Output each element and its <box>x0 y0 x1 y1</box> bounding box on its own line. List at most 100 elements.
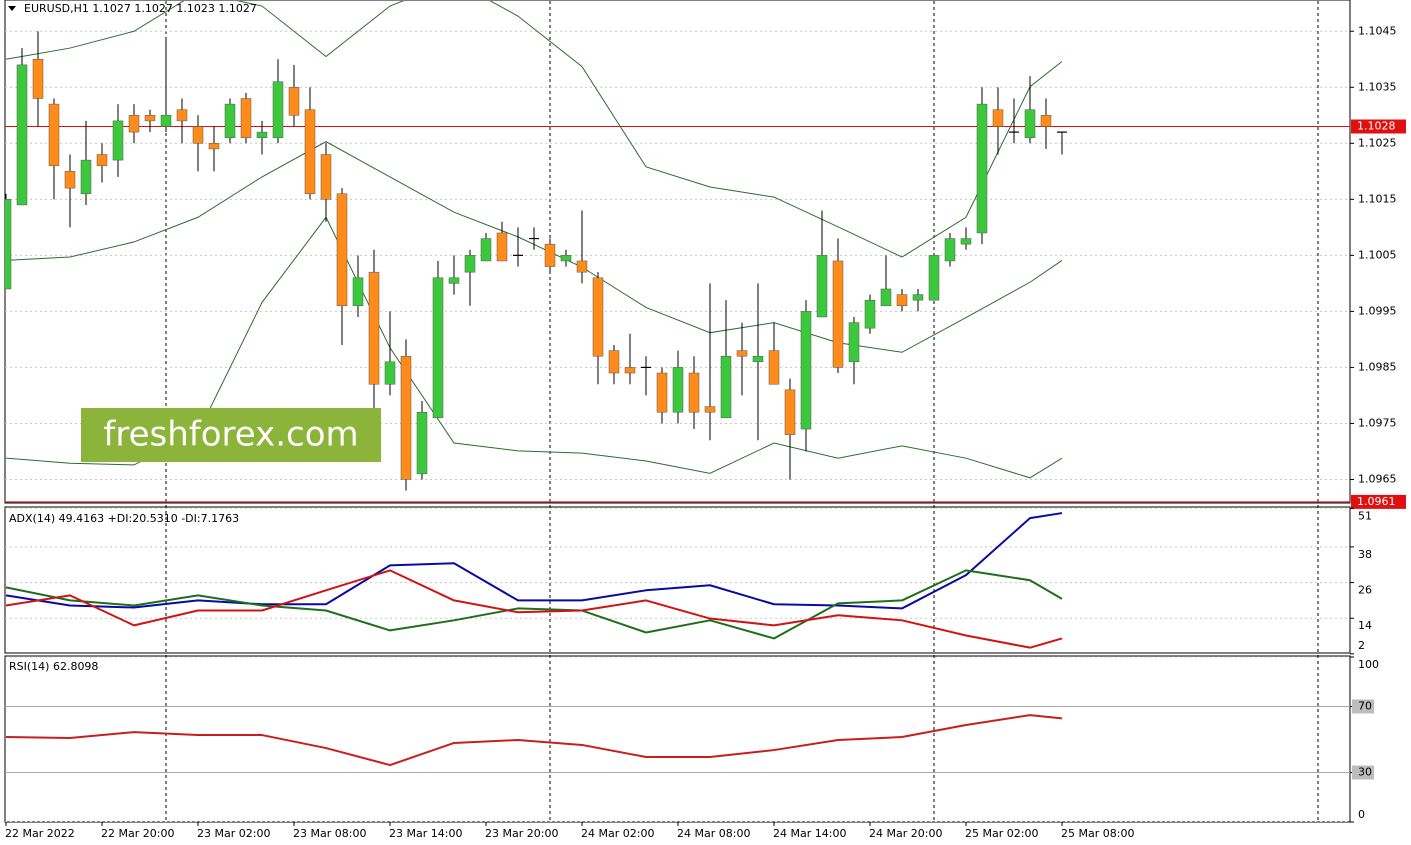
candle-body <box>368 271 380 385</box>
candle-body <box>960 238 972 245</box>
candle-body <box>656 372 668 413</box>
candle-body <box>592 277 604 357</box>
candle-body <box>384 361 396 385</box>
panel-frame <box>4 506 1351 654</box>
x-tick-label: 22 Mar 20:00 <box>101 827 174 840</box>
panel-plot <box>5 1 1350 503</box>
y-tick-label: 70 <box>1358 700 1372 713</box>
candle-body <box>208 143 220 150</box>
candle-body <box>784 389 796 435</box>
candle-body <box>1024 109 1036 138</box>
y-tick-label: 1.1045 <box>1358 24 1397 37</box>
candle-body <box>80 159 92 194</box>
candle-body <box>192 126 204 144</box>
x-tick-label: 25 Mar 02:00 <box>965 827 1038 840</box>
candle-body <box>992 109 1004 127</box>
level-label-box <box>1352 699 1374 714</box>
candle-body <box>752 355 764 363</box>
x-tick-label: 24 Mar 14:00 <box>773 827 846 840</box>
candle-body <box>832 260 844 368</box>
candle-body <box>768 350 780 385</box>
candle-body <box>128 115 140 133</box>
x-tick-label: 22 Mar 2022 <box>5 827 75 840</box>
candle-body <box>144 115 156 122</box>
watermark: freshforex.com <box>103 415 358 455</box>
x-tick-label: 23 Mar 02:00 <box>197 827 270 840</box>
candle-body <box>944 238 956 262</box>
candle-body <box>176 109 188 122</box>
candle-body <box>880 288 892 307</box>
candle-body <box>576 260 588 273</box>
candle-body <box>480 238 492 262</box>
candle-body <box>928 255 940 301</box>
indicator-line <box>5 714 1063 767</box>
candle-body <box>976 103 988 234</box>
candle-body <box>816 255 828 318</box>
watermark-box <box>81 408 381 462</box>
candle-body <box>704 406 716 413</box>
y-tick-label: 100 <box>1358 658 1379 671</box>
indicator-line <box>5 569 1063 640</box>
y-tick-label: 1.1005 <box>1358 248 1397 261</box>
y-tick-label: 1.0995 <box>1358 304 1397 317</box>
candle-body <box>256 131 268 138</box>
x-tick-label: 24 Mar 20:00 <box>869 827 942 840</box>
candle-body <box>64 171 76 189</box>
y-tick-label: 1.1025 <box>1358 136 1397 149</box>
indicator-line <box>5 569 1063 649</box>
panel-plot <box>5 508 1350 649</box>
panel-plot <box>5 657 1350 822</box>
y-tick-label: 1.1035 <box>1358 80 1397 93</box>
candle-body <box>432 277 444 419</box>
candle-body <box>160 115 172 127</box>
candle-body <box>240 98 252 138</box>
x-tick-label: 24 Mar 08:00 <box>677 827 750 840</box>
candle-body <box>48 103 60 166</box>
candle-body <box>304 109 316 194</box>
candle-body <box>96 154 108 166</box>
candle-body <box>496 232 508 262</box>
candle-body <box>400 355 412 480</box>
menu-triangle[interactable] <box>8 6 16 11</box>
price-label: 1.0961 <box>1357 495 1396 508</box>
y-tick-label: 38 <box>1358 548 1372 561</box>
adx-title: ADX(14) 49.4163 +DI:20.5310 -DI:7.1763 <box>9 512 239 525</box>
x-tick-label: 23 Mar 20:00 <box>485 827 558 840</box>
y-tick-label: 51 <box>1358 509 1372 522</box>
candle-body <box>32 59 44 99</box>
candle-body <box>608 350 620 374</box>
x-tick-label: 25 Mar 08:00 <box>1061 827 1134 840</box>
candle-body <box>288 87 300 116</box>
candle-body <box>272 81 284 138</box>
candle-body <box>624 367 636 374</box>
y-tick-label: 26 <box>1358 584 1372 597</box>
candle-body <box>896 294 908 307</box>
candle-body <box>352 277 364 307</box>
y-tick-label: 2 <box>1358 639 1365 652</box>
candle-body <box>16 64 28 206</box>
symbol-title: EURUSD,H1 1.1027 1.1027 1.1023 1.1027 <box>24 2 257 15</box>
y-tick-label: 1.0985 <box>1358 360 1397 373</box>
candle-body <box>1040 115 1052 127</box>
price-label-box <box>1351 494 1406 509</box>
candle-body <box>112 120 124 161</box>
x-tick-label: 24 Mar 02:00 <box>581 827 654 840</box>
candle-body <box>320 154 332 200</box>
candle-body <box>720 355 732 419</box>
x-tick-label: 23 Mar 08:00 <box>293 827 366 840</box>
y-tick-label: 30 <box>1358 766 1372 779</box>
price-label: 1.1028 <box>1357 120 1396 133</box>
y-tick-label: 1.0965 <box>1358 472 1397 485</box>
candle-body <box>688 372 700 413</box>
candle-body <box>448 277 460 284</box>
x-tick-label: 23 Mar 14:00 <box>389 827 462 840</box>
y-tick-label: 14 <box>1358 619 1372 632</box>
candle-body <box>912 294 924 301</box>
candle-body <box>416 411 428 475</box>
candle-body <box>800 311 812 430</box>
candle-body <box>224 103 236 138</box>
candle-body <box>336 193 348 307</box>
candle-body <box>672 367 684 413</box>
candle-body <box>5 199 12 290</box>
